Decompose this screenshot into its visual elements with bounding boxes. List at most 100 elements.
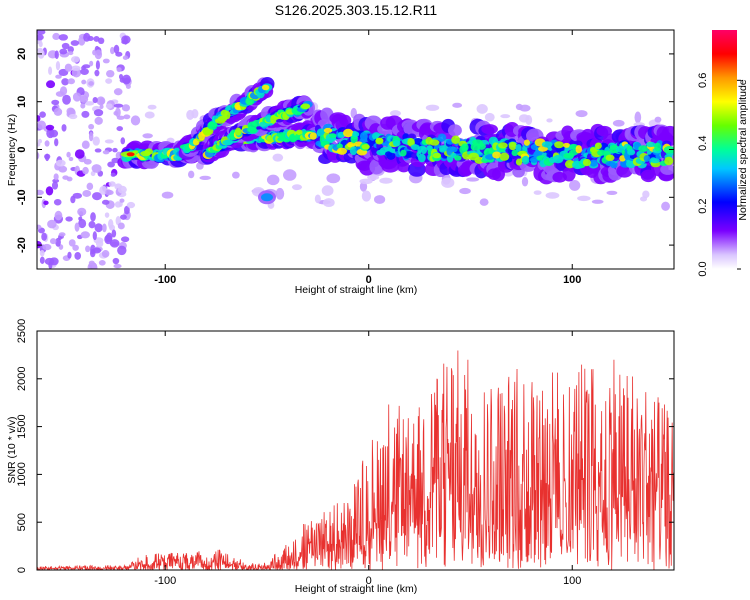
heatmap-cell: [88, 131, 94, 142]
heatmap-cell: [122, 55, 129, 60]
heatmap-cell: [400, 149, 407, 157]
heatmap-cell: [37, 189, 44, 196]
heatmap-cell: [37, 34, 44, 41]
heatmap-cell: [650, 158, 660, 164]
heatmap-cell: [53, 173, 59, 181]
heatmap-cell: [546, 118, 553, 123]
heatmap-cell: [186, 109, 195, 120]
heatmap-cell: [67, 78, 76, 85]
snr-y-tick-label: 500: [16, 513, 28, 531]
heatmap-cell: [37, 224, 42, 230]
heatmap-cell: [661, 201, 670, 211]
heatmap-cell: [83, 158, 92, 165]
heatmap-cell: [68, 239, 76, 247]
heatmap-cell: [371, 147, 379, 156]
heatmap-cell: [105, 189, 112, 196]
heatmap-cell: [70, 56, 80, 63]
heatmap-cell: [87, 35, 94, 42]
heatmap-cell: [117, 222, 125, 230]
heatmap-cell: [397, 162, 411, 173]
heatmap-cell: [46, 128, 55, 139]
heatmap-cell: [476, 103, 488, 114]
heatmap-cell: [619, 155, 626, 162]
heatmap-cell: [105, 103, 113, 109]
heatmap-cell: [37, 30, 46, 35]
heatmap-cell: [67, 51, 74, 56]
heatmap-cell: [94, 69, 100, 77]
snr-series-line: [37, 350, 674, 570]
heatmap-cell: [72, 244, 79, 251]
heatmap-cell: [88, 81, 94, 86]
heatmap-cell: [52, 32, 61, 41]
heatmap-cell: [37, 115, 41, 122]
heatmap-cell: [71, 65, 81, 71]
heatmap-cell: [37, 152, 40, 160]
heatmap-cell: [466, 177, 480, 182]
heatmap-cell: [596, 125, 612, 137]
heatmap-cell: [82, 166, 89, 175]
heatmap-cell: [81, 140, 90, 150]
heatmap-cell: [37, 142, 41, 147]
heatmap-cell: [638, 145, 649, 153]
heatmap-cell: [65, 216, 73, 222]
heatmap-cell: [498, 142, 508, 149]
heatmap-cell: [634, 111, 642, 124]
heatmap-cell: [62, 175, 69, 180]
snr-y-tick-label: 0: [16, 567, 28, 573]
heatmap-x-tick-label: 100: [563, 274, 581, 286]
heatmap-cell: [94, 148, 102, 153]
heatmap-cell: [37, 120, 47, 130]
heatmap-cell: [53, 198, 62, 206]
heatmap-cell: [62, 94, 71, 105]
heatmap-cell: [125, 84, 131, 89]
heatmap-cell: [120, 236, 130, 243]
heatmap-cell: [92, 136, 100, 146]
heatmap-cell: [118, 73, 124, 80]
heatmap-cell: [407, 138, 415, 147]
heatmap-cell: [605, 160, 616, 167]
heatmap-cell: [352, 131, 360, 138]
heatmap-x-tick-label: 0: [366, 274, 372, 286]
snr-y-tick-label: 1000: [16, 462, 28, 486]
heatmap-cell: [645, 141, 656, 148]
heatmap-cell: [664, 156, 674, 166]
heatmap-cell: [39, 111, 46, 118]
heatmap-cell: [410, 144, 420, 151]
heatmap-cell: [102, 150, 110, 155]
heatmap-cell: [359, 131, 368, 141]
heatmap-cell: [545, 192, 560, 199]
colorbar-tick-label: 0.0: [697, 261, 709, 276]
heatmap-cell: [105, 78, 113, 84]
heatmap-cell: [224, 139, 232, 146]
heatmap-cell: [554, 141, 564, 149]
heatmap-cell: [116, 126, 123, 132]
heatmap-cell: [323, 127, 333, 133]
heatmap-cell: [84, 101, 95, 106]
heatmap-cell: [367, 174, 380, 181]
snr-frame: [36, 330, 675, 571]
heatmap-cell: [42, 243, 52, 251]
heatmap-cell: [336, 147, 347, 155]
heatmap-cell: [80, 231, 90, 239]
heatmap-cell: [102, 58, 110, 64]
heatmap-cell: [115, 107, 121, 118]
heatmap-cell: [61, 78, 70, 86]
heatmap-cell: [88, 123, 95, 130]
heatmap-cell: [349, 146, 358, 156]
heatmap-cell: [266, 174, 280, 186]
heatmap-cell: [39, 249, 45, 257]
snr-x-tick-label: 100: [563, 575, 581, 587]
heatmap-cell: [121, 39, 129, 45]
colorbar: [712, 30, 737, 269]
heatmap-cell: [322, 198, 335, 208]
heatmap-cell: [563, 142, 571, 148]
heatmap-cell: [48, 66, 53, 76]
heatmap-cell: [101, 199, 110, 205]
heatmap-cell: [81, 79, 87, 85]
snr-x-tick-label: -100: [154, 575, 176, 587]
heatmap-cell: [78, 216, 83, 221]
heatmap-cell: [248, 126, 258, 134]
heatmap-cell: [107, 161, 115, 168]
heatmap-cell: [116, 67, 122, 73]
